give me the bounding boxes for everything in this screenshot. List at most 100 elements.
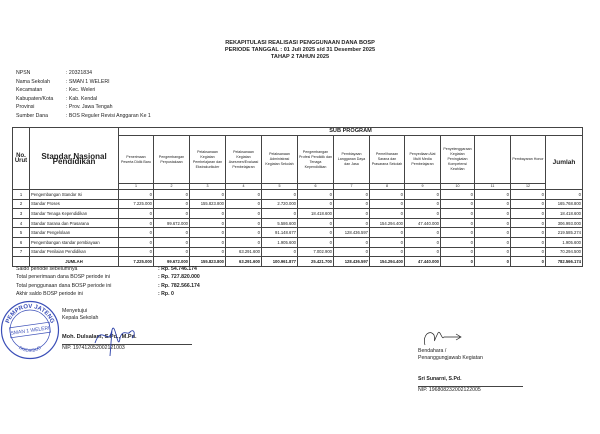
jumlah-header: Jumlah [545,135,583,190]
column-header [474,135,511,184]
total-value: 47.440.000 [404,256,441,267]
cell-value: 0 [297,198,334,210]
total-value: 0 [440,256,475,267]
treasurer-label: Bendahara / [418,348,447,354]
grand-total: 782.566.174 [545,256,583,267]
total-row: JUMLAH 7.225.000 99.672.000 155.823.800 63.2… [12,256,583,267]
cell-value: 0 [118,189,154,200]
cell-value: 0 [153,236,190,248]
cell-value: 0 [297,217,334,229]
cell-value: 0 [261,189,298,200]
summary-row: Total penggunaan dana BOSP periode ini: … [16,282,200,290]
stamp-inner-text: SMAN 1 WELERI [10,325,50,336]
cell-value: 155.823.800 [189,198,226,210]
cell-value: 0 [118,246,154,258]
row-total: 18.418.600 [545,208,583,219]
row-number: 1 [12,189,30,200]
table-row: 7 Standar Penilaian Pendidikan 0 0 0 63.291.6… [12,246,583,258]
cell-value: 0 [118,227,154,238]
info-row: Sumber Dana : BOS Reguler Revisi Anggaran… [16,112,151,121]
cell-value: 0 [474,217,511,229]
cell-value: 0 [510,236,546,248]
cell-value: 0 [369,189,405,200]
treasurer-signature [424,331,462,346]
cell-value: 0 [153,246,190,258]
table-row: 2 Standar Proses 7.225.000 0 155.823.800 0 2.7… [12,198,583,210]
principal-title: Kepala Sekolah [62,315,99,321]
cell-value: 0 [189,208,226,219]
cell-value: 0 [440,227,475,238]
cell-value: 0 [369,236,405,248]
cell-value: 91.148.677 [261,227,298,238]
cell-value: 7.225.000 [118,198,154,210]
cell-value: 99.672.000 [153,217,190,229]
cell-value: 0 [474,189,511,200]
table-row: 5 Standar Pengelolaan 0 0 0 0 91.148.677 0 128.4… [12,227,583,238]
summary-label: Total penerimaan dana BOSP periode ini [16,274,110,281]
info-value: : SMAN 1 WELERI [66,78,110,85]
info-label: Nama Sekolah [16,78,51,85]
cell-value: 0 [440,189,475,200]
column-header: Pembiayaan Langganan Daya dan Jasa [333,135,370,184]
cell-value: 0 [333,198,370,210]
info-value: : BOS Reguler Revisi Anggaran Ke 1 [66,112,151,119]
column-header: Pembayaran Honor [510,135,546,184]
right-signature-block: Bendahara / Penanggungjawab Kegiatan Sri… [418,348,523,394]
cell-value: 0 [369,246,405,258]
total-value: 25.421.700 [297,256,334,267]
cell-value: 0 [261,246,298,258]
table-row: 6 Pengembangan standar pembiayaan 0 0 0 0 1.90… [12,236,583,248]
summary-label: Saldo periode sebelumnya [16,266,78,272]
row-standard: Standar Tenaga Kependidikan [29,208,119,219]
column-header: Pelaksanaan Kegiatan Asesmen/Evaluasi Pe… [225,135,262,184]
row-total: 1.905.600 [545,236,583,248]
school-info: NPSN: 20321834 Nama Sekolah: SMAN 1 WELER… [16,69,151,120]
row-standard: Standar Proses [29,198,119,210]
info-label: Sumber Dana [16,112,49,119]
stamp-bottom-text: DISDIKBUD [18,344,43,353]
cell-value: 0 [189,189,226,200]
report-period: PERIODE TANGGAL : 01 Juli 2025 s/d 31 De… [224,47,376,53]
row-total: 219.585.274 [545,227,583,238]
cell-value: 0 [297,189,334,200]
row-standard: Standar Pengelolaan [29,227,119,238]
row-total: 70.294.500 [545,246,583,258]
total-value: 128.436.597 [333,256,370,267]
cell-value: 0 [225,217,262,229]
treasurer-nip: NIP. 196808232002122005 [418,387,481,393]
realization-table: No. Urut Standar Nasional Pendidikan SUB… [12,127,583,267]
left-signature-block: Menyetujui Kepala Sekolah Moh. Dulsalam,… [62,308,192,352]
summary: Saldo periode sebelumnya : Rp. 54.746.174… [16,265,200,299]
total-value: 0 [474,256,511,267]
cell-value: 0 [440,198,475,210]
cell-value: 0 [404,227,441,238]
row-total: 0 [545,189,583,200]
cell-value: 154.294.400 [369,217,405,229]
row-standard: Standar Penilaian Pendidikan [29,246,119,258]
row-total: 306.993.000 [545,217,583,229]
row-standard: Standar Sarana dan Prasarana [29,217,119,229]
row-number: 4 [12,217,30,229]
total-value: 63.291.600 [225,256,262,267]
cell-value: 0 [333,208,370,219]
snp-header: Standar Nasional Pendidikan [29,127,119,190]
info-label: Kabupaten/Kota [16,95,54,102]
cell-value: 0 [189,246,226,258]
cell-value: 0 [369,208,405,219]
cell-value: 0 [369,198,405,210]
cell-value: 0 [225,227,262,238]
info-label: NPSN [16,70,31,76]
cell-value: 1.905.600 [261,236,298,248]
principal-nip: NIP. 197412052002121003 [62,345,125,351]
report-stage: TAHAP 2 TAHUN 2025 [270,54,330,60]
row-number: 3 [12,208,30,219]
cell-value: 5.586.600 [261,217,298,229]
cell-value: 0 [153,227,190,238]
principal-signature [94,327,135,357]
info-row: Kabupaten/Kota: Kab. Kendal [16,95,151,104]
row-number: 2 [12,198,30,210]
cell-value: 0 [404,198,441,210]
summary-value: : Rp. 54.746.174 [158,266,197,272]
cell-value: 0 [440,246,475,258]
table-row: 4 Standar Sarana dan Prasarana 0 99.672.000… [12,217,583,229]
